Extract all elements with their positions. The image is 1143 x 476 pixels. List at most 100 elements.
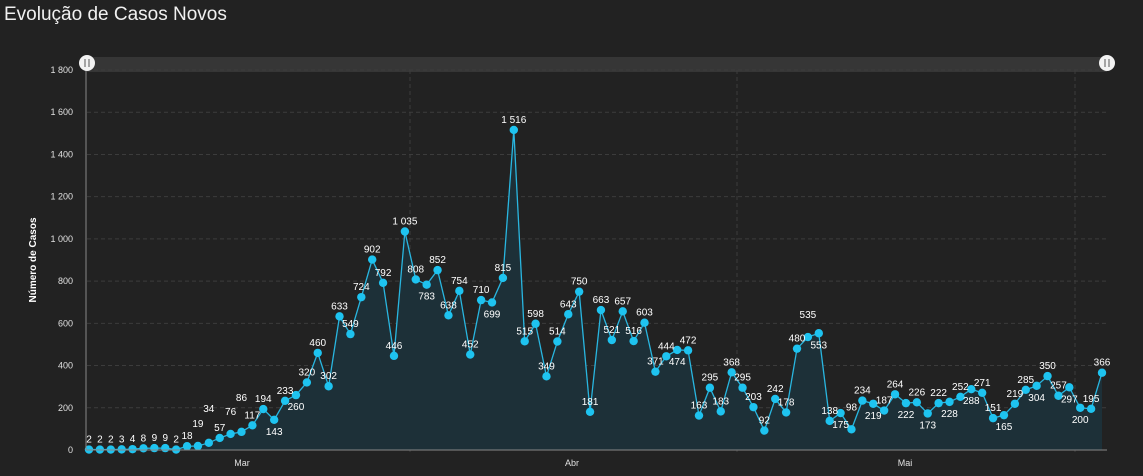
data-point[interactable] — [738, 383, 747, 392]
range-slider-handle-right[interactable] — [1099, 55, 1115, 71]
data-point[interactable] — [531, 319, 540, 328]
data-point[interactable] — [411, 275, 420, 284]
data-point[interactable] — [378, 278, 388, 287]
data-point[interactable] — [923, 409, 932, 418]
data-point[interactable] — [814, 329, 823, 338]
data-point[interactable] — [640, 318, 649, 327]
data-point[interactable] — [269, 415, 279, 425]
data-point[interactable] — [967, 385, 976, 394]
data-point[interactable] — [161, 443, 170, 453]
data-point[interactable] — [302, 378, 312, 387]
data-label: 633 — [331, 301, 348, 312]
data-point[interactable] — [607, 335, 617, 345]
data-label: 480 — [789, 334, 806, 345]
data-point[interactable] — [400, 227, 410, 236]
data-point[interactable] — [705, 383, 715, 392]
data-point[interactable] — [956, 392, 965, 401]
data-point[interactable] — [662, 352, 671, 361]
data-point[interactable] — [150, 443, 159, 453]
data-point[interactable] — [476, 295, 486, 305]
x-tick-label: Mar — [234, 458, 250, 468]
data-point[interactable] — [520, 337, 529, 346]
data-point[interactable] — [1086, 404, 1096, 414]
data-label: 4 — [130, 434, 136, 445]
data-point[interactable] — [858, 396, 867, 405]
data-point[interactable] — [444, 311, 453, 320]
data-point[interactable] — [847, 425, 856, 434]
data-point[interactable] — [716, 407, 725, 416]
data-point[interactable] — [455, 286, 464, 296]
data-point[interactable] — [237, 427, 246, 437]
data-point[interactable] — [771, 394, 780, 404]
data-point[interactable] — [651, 367, 660, 376]
data-point[interactable] — [433, 265, 442, 275]
data-point[interactable] — [422, 280, 431, 289]
data-point[interactable] — [204, 438, 214, 448]
data-point[interactable] — [368, 255, 377, 264]
data-point[interactable] — [727, 368, 736, 377]
data-label: 288 — [963, 396, 980, 407]
data-point[interactable] — [1010, 399, 1020, 408]
data-label: 320 — [299, 367, 316, 378]
data-point[interactable] — [596, 305, 606, 315]
data-point[interactable] — [248, 421, 257, 430]
data-point[interactable] — [749, 402, 758, 412]
data-point[interactable] — [139, 444, 148, 453]
data-point[interactable] — [585, 407, 595, 416]
data-point[interactable] — [182, 442, 192, 451]
data-point[interactable] — [694, 411, 704, 420]
data-point[interactable] — [945, 397, 954, 407]
data-point[interactable] — [117, 445, 126, 454]
data-point[interactable] — [869, 399, 878, 408]
data-label: 86 — [236, 393, 248, 404]
data-point[interactable] — [629, 336, 638, 346]
range-slider-handle-left[interactable] — [79, 55, 95, 71]
data-point[interactable] — [466, 350, 475, 359]
data-point[interactable] — [977, 388, 987, 397]
data-point[interactable] — [1065, 383, 1074, 392]
data-point[interactable] — [193, 441, 203, 451]
data-point[interactable] — [618, 307, 627, 316]
data-point[interactable] — [901, 398, 911, 408]
data-point[interactable] — [934, 398, 943, 408]
data-point[interactable] — [1021, 385, 1030, 395]
data-point[interactable] — [890, 390, 900, 399]
data-point[interactable] — [999, 410, 1009, 420]
data-point[interactable] — [498, 273, 508, 283]
data-point[interactable] — [574, 287, 584, 296]
data-point[interactable] — [825, 416, 834, 426]
data-point[interactable] — [226, 429, 235, 439]
data-point[interactable] — [1054, 391, 1063, 400]
data-point[interactable] — [1076, 403, 1085, 412]
data-point[interactable] — [291, 390, 301, 400]
data-point[interactable] — [280, 396, 290, 406]
data-point[interactable] — [259, 404, 268, 414]
data-point[interactable] — [128, 444, 137, 454]
data-point[interactable] — [1032, 381, 1041, 391]
data-point[interactable] — [335, 312, 344, 321]
data-point[interactable] — [988, 413, 998, 423]
data-point[interactable] — [357, 292, 366, 302]
range-slider-track[interactable] — [87, 57, 1107, 72]
data-point[interactable] — [672, 345, 682, 355]
data-point[interactable] — [542, 372, 551, 381]
data-point[interactable] — [324, 382, 333, 391]
data-point[interactable] — [215, 433, 224, 443]
data-point[interactable] — [1043, 371, 1052, 381]
data-point[interactable] — [553, 337, 562, 346]
data-point[interactable] — [389, 351, 399, 361]
data-point[interactable] — [792, 344, 802, 353]
data-point[interactable] — [1097, 368, 1107, 377]
data-point[interactable] — [760, 426, 769, 435]
data-point[interactable] — [487, 298, 497, 307]
data-point[interactable] — [836, 408, 845, 418]
data-point[interactable] — [879, 406, 889, 415]
data-point[interactable] — [781, 408, 791, 417]
data-point[interactable] — [313, 348, 322, 358]
data-point[interactable] — [803, 332, 813, 342]
data-point[interactable] — [509, 125, 519, 135]
data-point[interactable] — [564, 310, 573, 319]
data-point[interactable] — [683, 346, 693, 355]
data-point[interactable] — [912, 398, 922, 407]
data-point[interactable] — [346, 329, 355, 339]
